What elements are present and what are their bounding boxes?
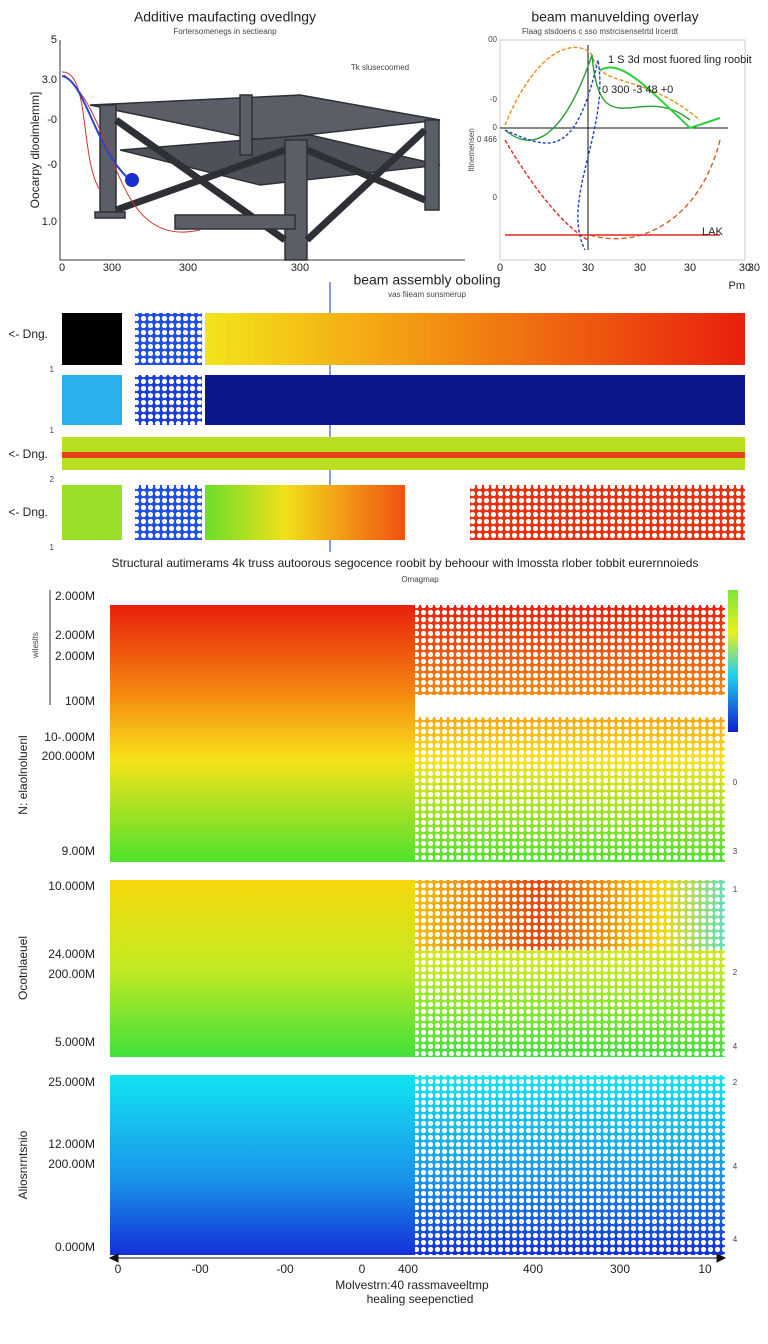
y-tick-label: -0 <box>47 159 57 171</box>
x-tick-label: 400 <box>523 1262 543 1276</box>
subtitle: vas fiieam sunsmerup <box>388 290 466 299</box>
y-tick-label: 2.000M <box>55 649 95 663</box>
colorbar <box>728 590 738 732</box>
frame <box>499 39 746 261</box>
y-tick-label: 200.00M <box>48 967 95 981</box>
heatmap <box>415 605 725 862</box>
heatmap <box>110 1075 415 1255</box>
right-tick: 4 <box>733 1235 738 1244</box>
joint <box>125 173 139 187</box>
x-tick-label: 30 <box>684 262 696 274</box>
row-tick: 2 <box>50 475 55 484</box>
heatmap <box>415 1075 725 1255</box>
x-tick-label: 30 <box>534 262 546 274</box>
y-tick-label: 10.000M <box>48 879 95 893</box>
x-tick-label: -00 <box>276 1262 294 1276</box>
y-tick-label: 9.00M <box>62 844 95 858</box>
heatmap <box>110 880 415 1057</box>
x-tick-label: 0 <box>59 262 65 274</box>
y-tick-label: 2.000M <box>55 628 95 642</box>
axis <box>59 40 465 261</box>
right-tick: 2 <box>733 1078 738 1087</box>
layout <box>49 39 746 1263</box>
right-tick: 0 <box>733 778 738 787</box>
y-tick-label: 0 466 <box>477 135 498 144</box>
truss-image <box>89 94 441 261</box>
title: beam manuvelding overlay <box>531 9 698 25</box>
x-tick-label: 30 <box>634 262 646 274</box>
x-axis <box>108 1253 727 1263</box>
right-tick: 1 <box>733 885 738 894</box>
y-tick-label: -0 <box>490 95 498 104</box>
x-tick-label: 10 <box>698 1262 712 1276</box>
x-tick-label: 400 <box>398 1262 418 1276</box>
note: Tk slusecoomed <box>351 63 409 72</box>
title: beam assembly oboling <box>353 272 500 288</box>
x-label: Molvestrn:40 rassmaveeltmp <box>335 1278 489 1292</box>
y-tick-label: 10-.000M <box>44 730 95 744</box>
y-tick-label: 0 <box>493 193 498 202</box>
x-tick-label: 30 <box>582 262 594 274</box>
title: Additive maufacting ovedlngy <box>134 9 316 25</box>
cable <box>61 71 201 233</box>
x-tick-label: 300 <box>103 262 121 274</box>
heatmap <box>415 880 725 950</box>
y-label: N: elaolnoluenl <box>16 735 30 814</box>
row-tick: 1 <box>50 543 55 552</box>
y-label: Oocarpy dlooimlemm] <box>28 92 42 209</box>
row-tick: 1 <box>50 426 55 435</box>
y-tick-label: 0 <box>493 123 498 132</box>
subtitle: Flaag stsdoens c sso mstrcisensetrtd lrc… <box>522 27 679 36</box>
annotation: 1 S 3d most fuored ling roobit <box>608 54 752 66</box>
right-tick: 4 <box>733 1162 738 1171</box>
annotation: LAK <box>702 226 723 238</box>
y-tick-label: 3.0 <box>42 74 57 86</box>
y-tick-label: 1.0 <box>42 216 57 228</box>
heat-rows <box>62 313 745 540</box>
x-tick-label: 30 <box>739 262 751 274</box>
side-label: wileslts <box>31 632 40 659</box>
right-tick: 2 <box>733 968 738 977</box>
y-tick-label: 5.000M <box>55 1035 95 1049</box>
x-tick-label: 30 <box>748 262 760 274</box>
y-tick-label: 200.00M <box>48 1157 95 1171</box>
caption-sub: Omagmap <box>401 575 439 584</box>
x-tick-label: 300 <box>291 262 309 274</box>
right-tick: 4 <box>733 1042 738 1051</box>
y-label: Itlnemensen <box>467 128 476 172</box>
x-tick-label: 300 <box>610 1262 630 1276</box>
x-tick-label: -00 <box>191 1262 209 1276</box>
y-tick-label: 200.000M <box>42 749 95 763</box>
y-tick-label: 25.000M <box>48 1075 95 1089</box>
x-tick-label: 0 <box>359 1262 366 1276</box>
y-tick-label: 0.000M <box>55 1240 95 1254</box>
x-tick-label: 0 <box>497 262 503 274</box>
caption: Structural autimerams 4k truss autoorous… <box>112 556 699 570</box>
row-label: <- Dng. <box>8 505 48 519</box>
y-tick-label: 100M <box>65 694 95 708</box>
y-tick-label: 5 <box>51 34 57 46</box>
y-label: Ocotnlaeuel <box>16 936 30 1000</box>
y-tick-label: 00 <box>488 35 497 44</box>
annotation: 0 300 -3 48 +0 <box>602 84 673 96</box>
row-label: <- Dng. <box>8 447 48 461</box>
x-tick-label: 300 <box>179 262 197 274</box>
subtitle: Fortersomenegs in sectieanp <box>173 27 277 36</box>
y-tick-label: 2.000M <box>55 589 95 603</box>
row-tick: 1 <box>50 365 55 374</box>
y-tick-label: 12.000M <box>48 1137 95 1151</box>
curves <box>504 46 721 251</box>
x-sublabel: healing seepenctied <box>367 1292 474 1306</box>
heatmap <box>110 605 415 862</box>
cable <box>61 75 131 181</box>
corner-label: Pm <box>729 280 746 292</box>
gap <box>415 695 725 717</box>
y-label: Aliosnrntsnio <box>16 1130 30 1199</box>
row-label: <- Dng. <box>8 327 48 341</box>
x-tick-label: 0 <box>115 1262 122 1276</box>
right-tick: 3 <box>733 847 738 856</box>
y-tick-label: 24.000M <box>48 947 95 961</box>
y-tick-label: -0 <box>47 114 57 126</box>
